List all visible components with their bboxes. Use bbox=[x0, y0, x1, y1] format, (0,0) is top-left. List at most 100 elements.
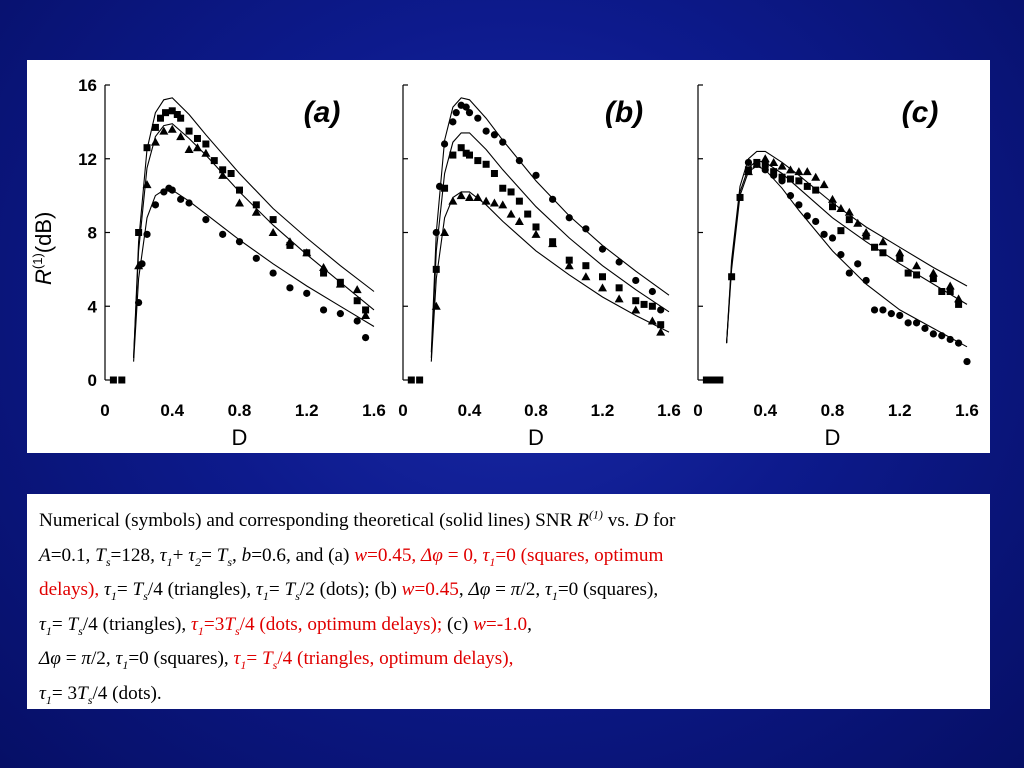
y-tick-label: 0 bbox=[88, 371, 97, 390]
panel-3-dot-marker bbox=[778, 177, 786, 185]
panel-3-triangle-marker bbox=[836, 204, 846, 213]
panel-2-x-tick-label: 0 bbox=[398, 401, 407, 420]
panel-1-dot-marker bbox=[135, 298, 143, 307]
panel-2-triangle-marker bbox=[481, 196, 491, 205]
panel-1-square-marker bbox=[210, 157, 218, 165]
panel-1-dot-marker bbox=[252, 254, 260, 262]
panel-1-square-marker bbox=[286, 241, 294, 249]
panel-2-triangle-marker bbox=[431, 301, 441, 310]
panel-1-dot-marker bbox=[319, 306, 328, 314]
panel-2-square-marker bbox=[441, 184, 449, 192]
panel-1-triangle-marker bbox=[251, 207, 261, 216]
panel-3-square-marker bbox=[761, 160, 769, 168]
panel-1-dot-marker bbox=[336, 310, 344, 318]
panel-3-theory-line-3 bbox=[726, 165, 968, 348]
y-tick-label: 4 bbox=[88, 297, 98, 316]
panel-3-dot-marker bbox=[963, 357, 971, 366]
caption-line-1: Numerical (symbols) and corresponding th… bbox=[39, 507, 676, 531]
panel-2-square-marker bbox=[407, 376, 415, 384]
panel-3-x-axis-label: D bbox=[825, 425, 841, 450]
panel-3-dot-marker bbox=[887, 310, 895, 318]
panel-1-dot-marker bbox=[286, 284, 294, 292]
panel-3-triangle-marker bbox=[895, 248, 905, 257]
panel-1-dot-marker bbox=[177, 195, 185, 203]
panel-3-tag: (c) bbox=[902, 96, 939, 129]
panel-1-triangle-marker bbox=[352, 285, 362, 294]
panel-3-triangle-marker bbox=[769, 157, 779, 166]
panel-3-square-marker bbox=[711, 376, 719, 384]
panel-1-x-tick-label: 1.2 bbox=[295, 401, 319, 420]
panel-1-triangle-marker bbox=[319, 263, 329, 272]
panel-3-triangle-marker bbox=[828, 194, 837, 203]
panel-2-triangle-marker bbox=[598, 283, 607, 292]
panel-3-dot-marker bbox=[795, 201, 803, 209]
panel-1-dot-marker bbox=[138, 260, 146, 268]
panel-3-square-marker bbox=[845, 216, 853, 224]
panel-1-square-marker bbox=[362, 306, 370, 314]
y-tick-label: 12 bbox=[78, 150, 97, 169]
panel-1-dot-marker bbox=[269, 269, 277, 277]
panel-1-dot-marker bbox=[219, 230, 227, 238]
panel-3-square-marker bbox=[913, 271, 921, 279]
panel-1-square-marker bbox=[353, 297, 361, 305]
panel-3-square-marker bbox=[702, 376, 710, 384]
panel-2-square-marker bbox=[515, 197, 523, 205]
panel-1-square-marker bbox=[177, 114, 185, 122]
panel-2-square-marker bbox=[490, 170, 498, 177]
panel-1-triangle-marker bbox=[192, 143, 202, 152]
panel-1-square-marker bbox=[252, 201, 260, 209]
panel-2-dot-marker bbox=[632, 276, 640, 285]
panel-1-triangle-marker bbox=[302, 248, 312, 257]
panel-1-x-tick-label: 1.6 bbox=[362, 401, 386, 420]
panel-1-triangle-marker bbox=[159, 126, 169, 135]
caption-line-6: τ1= 3Ts/4 (dots). bbox=[39, 682, 162, 707]
panel-3-triangle-marker bbox=[954, 294, 964, 303]
panel-2-dot-marker bbox=[465, 109, 474, 117]
panel-1-square-marker bbox=[168, 107, 176, 115]
panel-2-triangle-marker bbox=[564, 261, 574, 270]
panel-1-square-marker bbox=[162, 109, 170, 117]
panel-2-triangle-marker bbox=[548, 239, 558, 248]
panel-2-triangle-marker bbox=[440, 228, 450, 236]
panel-3-triangle-marker bbox=[777, 161, 787, 170]
panel-3-dot-marker bbox=[753, 160, 761, 168]
panel-2-triangle-marker bbox=[489, 198, 499, 207]
panel-1-square-marker bbox=[236, 186, 243, 194]
panel-2-triangle-marker bbox=[465, 192, 474, 201]
panel-2-triangle-marker bbox=[531, 229, 541, 238]
panel-2-triangle-marker bbox=[656, 327, 666, 336]
figure-panel: R(1)(dB) 0 4 8 12 16 0 0.4 0.8 1.2 1.6 D (a) 0 0.4 0.8… bbox=[27, 60, 990, 453]
chart-svg: R(1)(dB) 0 4 8 12 16 0 0.4 0.8 1.2 1.6 D (a) 0 0.4 0.8… bbox=[30, 76, 979, 450]
panel-3-dot-marker bbox=[954, 339, 963, 347]
panel-2-triangle-marker bbox=[448, 196, 458, 205]
panel-3-square-marker bbox=[770, 168, 778, 176]
panel-1-x-tick-label: 0.8 bbox=[228, 401, 252, 420]
panel-3-square-marker bbox=[904, 269, 912, 277]
panel-1-square-marker bbox=[320, 269, 328, 277]
panel-1-triangle-marker bbox=[167, 124, 177, 133]
panel-2-triangle-marker bbox=[473, 192, 483, 201]
panel-3-triangle-marker bbox=[743, 167, 753, 176]
panel-1-dot-marker bbox=[303, 289, 311, 297]
panel-2-square-marker bbox=[582, 262, 590, 270]
panel-2-square-marker bbox=[657, 321, 665, 329]
y-tick-label: 16 bbox=[78, 76, 97, 95]
panel-2-triangle-marker bbox=[498, 200, 508, 209]
panel-3-square-marker bbox=[879, 249, 887, 257]
panel-2-dot-marker bbox=[532, 171, 540, 179]
panel-2-dot-marker bbox=[482, 127, 490, 135]
panel-3-square-marker bbox=[929, 275, 937, 283]
panel-2-dot-marker bbox=[435, 182, 444, 191]
panel-1-x-tick-label: 0 bbox=[100, 401, 109, 420]
panel-2-triangle-marker bbox=[631, 305, 641, 314]
panel-2-x-tick-label: 0.8 bbox=[524, 401, 548, 420]
panel-1-square-marker bbox=[173, 111, 181, 118]
panel-2-dot-marker bbox=[452, 109, 460, 117]
panel-3-dot-marker bbox=[862, 276, 870, 285]
panel-1-square-marker bbox=[269, 216, 277, 224]
panel-2-x-tick-label: 1.6 bbox=[657, 401, 681, 420]
caption-line-2: A=0.1, Ts=128, τ1+ τ2= Ts, b=0.6, and (a… bbox=[39, 544, 664, 569]
panel-2-x-tick-label: 0.4 bbox=[458, 401, 482, 420]
panel-2-square-marker bbox=[416, 376, 424, 384]
panel-2-dot-marker bbox=[449, 118, 457, 126]
